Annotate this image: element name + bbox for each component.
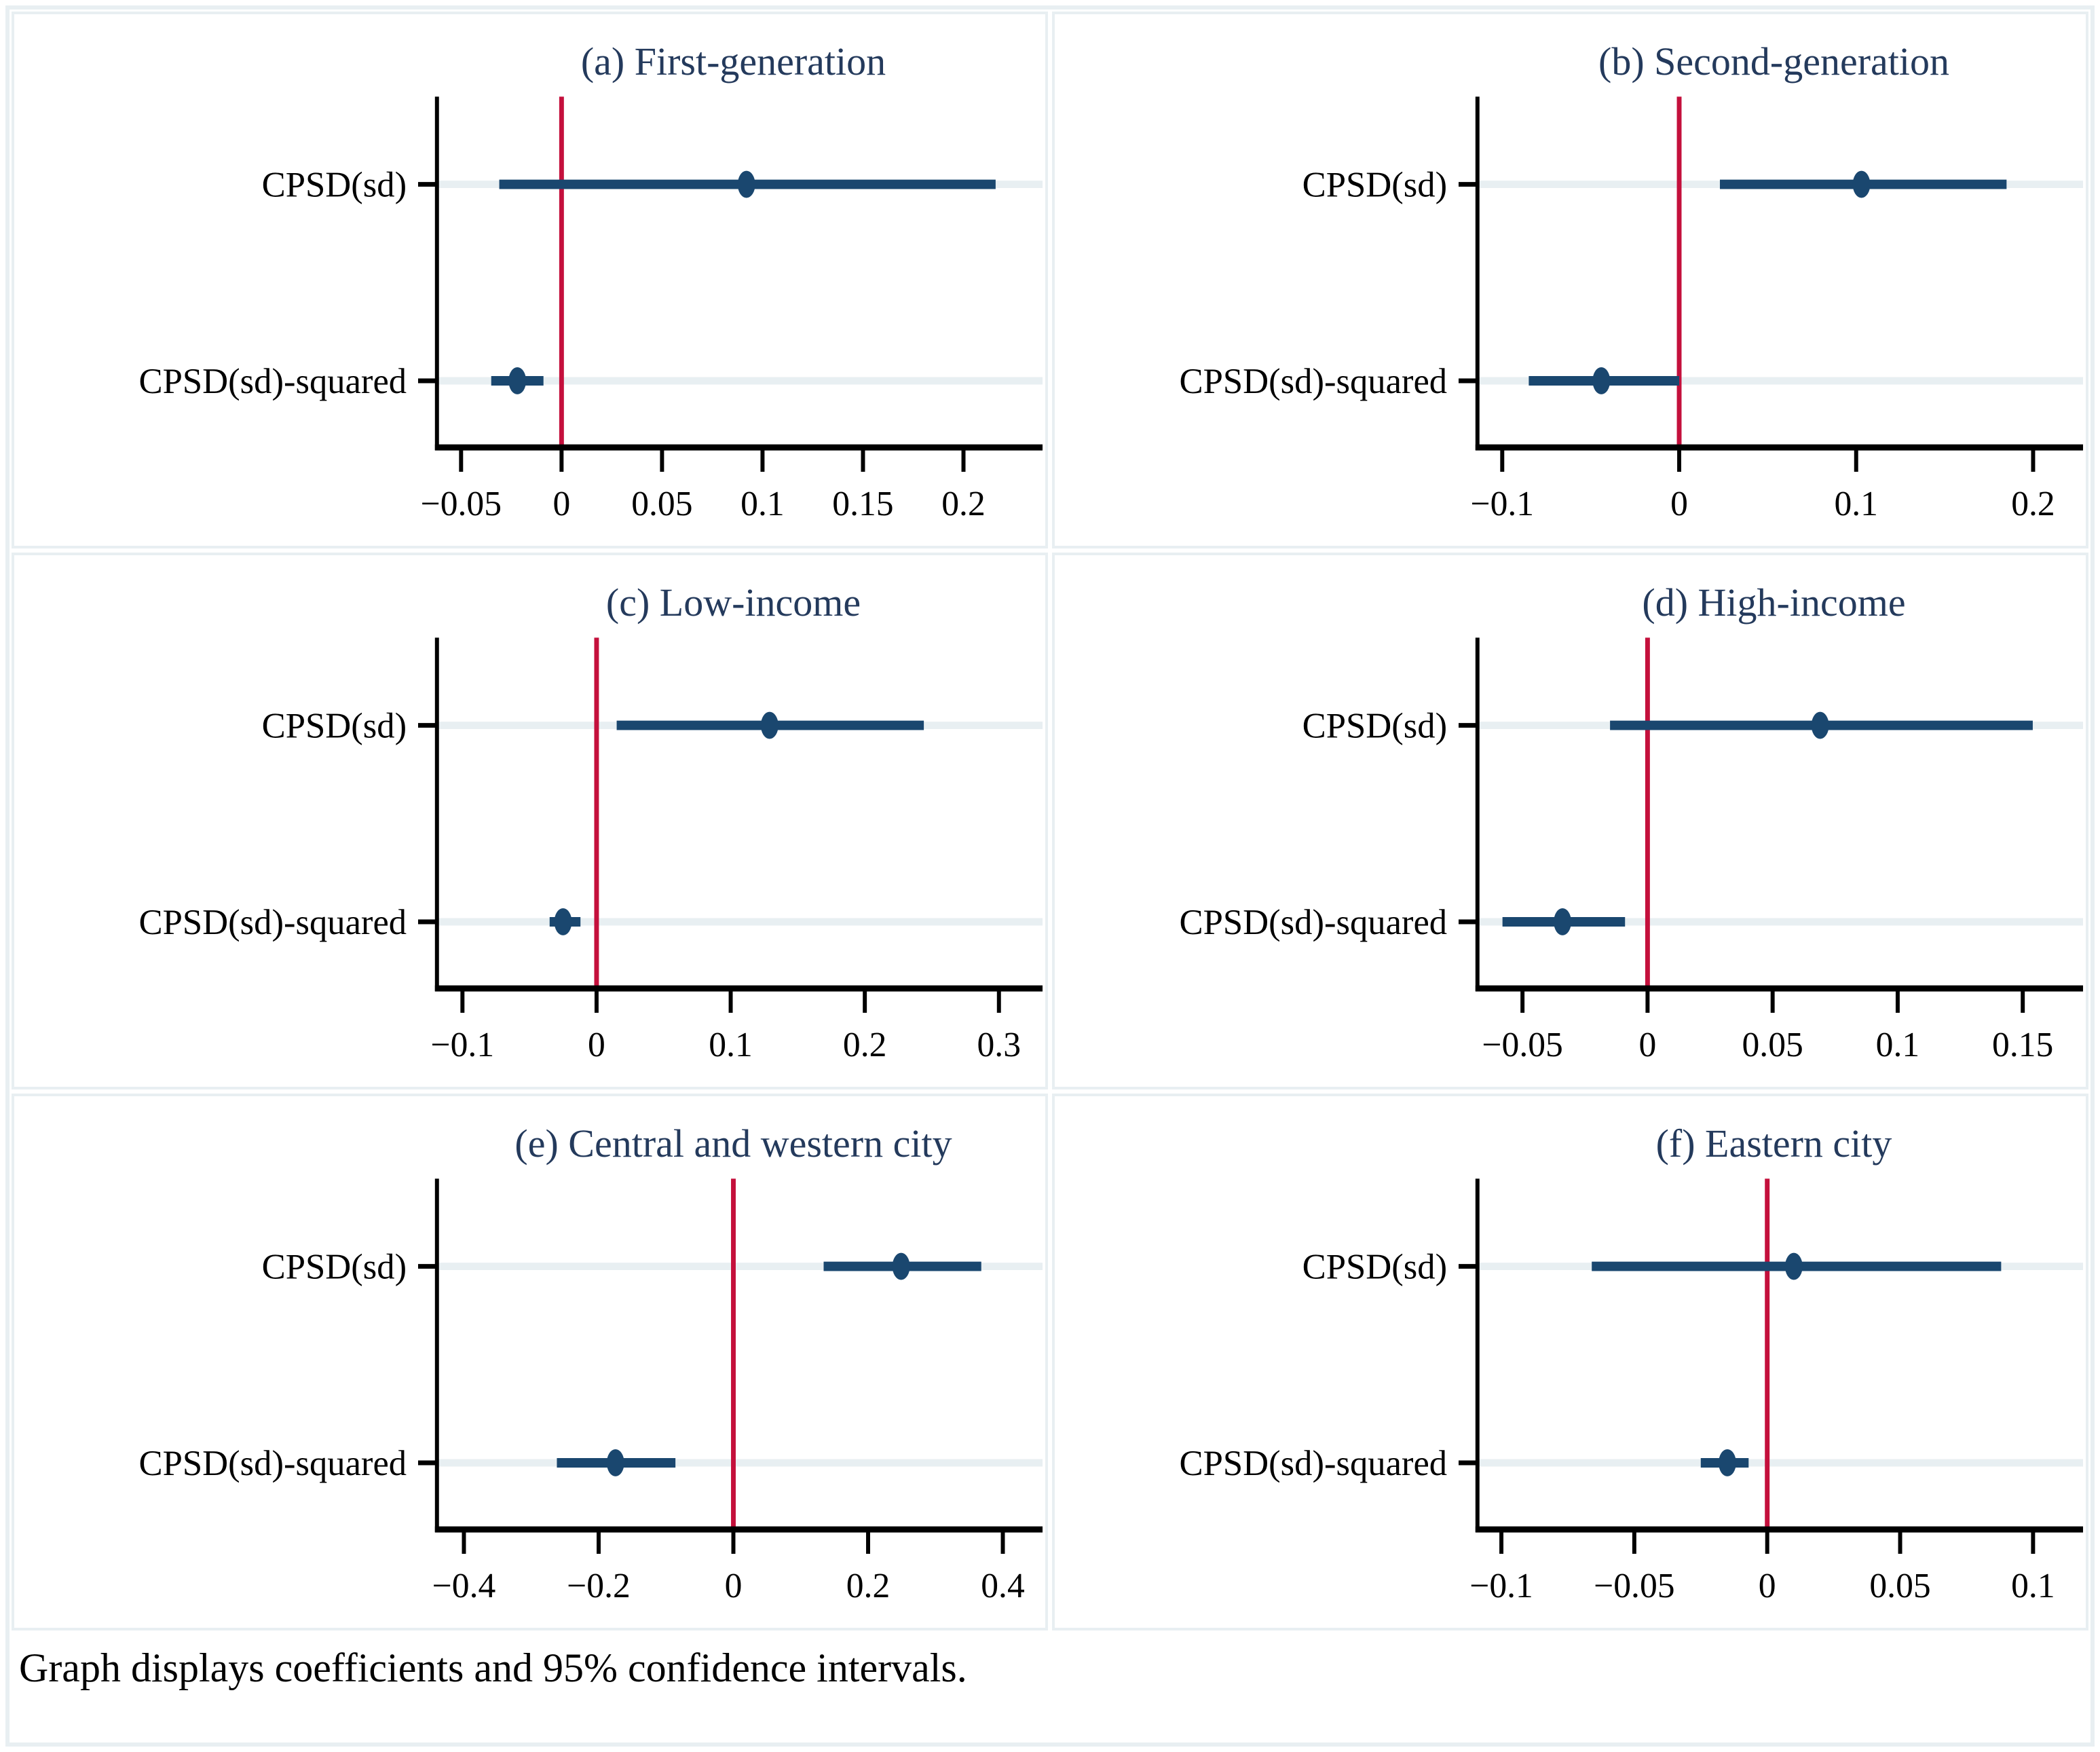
x-tick-label: −0.05 (421, 485, 502, 523)
panel-title: (c) Low-income (605, 580, 861, 625)
panel-title: (a) First-generation (580, 39, 886, 83)
point-estimate (1719, 1449, 1736, 1476)
x-tick-label: 0 (552, 485, 570, 523)
panel-plot: CPSD(sd) CPSD(sd)-squared −0.1 0 0.1 0.2 0.3 (139, 637, 1043, 1064)
panel-high-income: (d) High-income CPSD(sd) CPSD(sd)-squared… (1052, 553, 2088, 1089)
x-tick-label: −0.1 (431, 1026, 495, 1064)
x-tick-label: 0.05 (1742, 1026, 1803, 1064)
x-tick-label: −0.4 (432, 1567, 496, 1605)
point-estimate (737, 170, 755, 198)
panel-title: (d) High-income (1642, 580, 1906, 625)
x-tick-label: 0.1 (1876, 1026, 1920, 1064)
x-tick-label: 0.1 (709, 1026, 753, 1064)
panel-title: (e) Central and western city (514, 1121, 952, 1166)
row-label: CPSD(sd)-squared (139, 903, 407, 942)
point-estimate (508, 367, 527, 394)
panel-plot: CPSD(sd) CPSD(sd)-squared −0.05 0 0.05 0.1 0.1… (1180, 637, 2084, 1064)
x-tick-label: 0.15 (832, 485, 893, 523)
panel-low-income: (c) Low-income CPSD(sd) CPSD(sd)-squared −… (12, 553, 1048, 1089)
x-tick-label: −0.05 (1594, 1567, 1674, 1605)
x-tick-label: 0.2 (843, 1026, 887, 1064)
x-tick-label: 0.1 (2011, 1567, 2055, 1605)
x-tick-label: 0 (1759, 1567, 1776, 1605)
panel-plot: CPSD(sd) CPSD(sd)-squared −0.1 0 0.1 0.2 (1180, 96, 2084, 523)
row-label: CPSD(sd)-squared (139, 362, 407, 401)
row-label: CPSD(sd) (262, 1247, 407, 1286)
figure-frame: (a) First-generation CPSD(sd) CPSD(sd)-sq… (5, 5, 2095, 1747)
x-tick-label: 0 (1670, 485, 1688, 523)
panel-title: (b) Second-generation (1598, 39, 1949, 83)
x-tick-label: 0.05 (631, 485, 692, 523)
panel-first-generation: (a) First-generation CPSD(sd) CPSD(sd)-sq… (12, 12, 1048, 548)
row-label: CPSD(sd) (1302, 165, 1447, 204)
x-tick-label: 0.2 (941, 485, 986, 523)
x-tick-label: 0.4 (981, 1567, 1025, 1605)
point-estimate (1554, 908, 1571, 935)
point-estimate (1811, 711, 1829, 739)
panel-eastern-city: (f) Eastern city CPSD(sd) CPSD(sd)-square… (1052, 1094, 2088, 1630)
panel-plot: CPSD(sd) CPSD(sd)-squared −0.05 0 0.05 0.1 0.1… (139, 96, 1043, 523)
x-tick-label: 0.15 (1992, 1026, 2053, 1064)
x-tick-label: 0.2 (2011, 485, 2055, 523)
x-tick-label: −0.1 (1470, 485, 1534, 523)
panel-plot: CPSD(sd) CPSD(sd)-squared −0.4 −0.2 0 0.2 0.4 (139, 1178, 1043, 1605)
figure-note: Graph displays coefficients and 95% conf… (19, 1645, 967, 1690)
point-estimate (1592, 367, 1611, 394)
x-tick-label: −0.2 (567, 1567, 631, 1605)
row-label: CPSD(sd) (262, 706, 407, 745)
panel-plot: CPSD(sd) CPSD(sd)-squared −0.1 −0.05 0 0.05 0.… (1180, 1178, 2084, 1605)
row-label: CPSD(sd)-squared (139, 1444, 407, 1483)
point-estimate (1784, 1252, 1803, 1280)
point-estimate (606, 1449, 624, 1476)
row-label: CPSD(sd) (1302, 1247, 1447, 1286)
x-tick-label: 0 (725, 1567, 743, 1605)
panel-second-generation: (b) Second-generation CPSD(sd) CPSD(sd)-s… (1052, 12, 2088, 548)
x-tick-label: 0 (588, 1026, 605, 1064)
row-label: CPSD(sd) (1302, 706, 1447, 745)
x-tick-label: 0.3 (977, 1026, 1021, 1064)
point-estimate (760, 711, 779, 739)
x-tick-label: 0.1 (1834, 485, 1878, 523)
x-tick-label: 0 (1638, 1026, 1656, 1064)
row-label: CPSD(sd) (262, 165, 407, 204)
x-tick-label: 0.2 (846, 1567, 890, 1605)
point-estimate (1852, 170, 1871, 198)
x-tick-label: 0.1 (740, 485, 785, 523)
figure-caption: Graph displays coefficients and 95% conf… (10, 1633, 2090, 1742)
panel-title: (f) Eastern city (1655, 1121, 1892, 1166)
x-tick-label: −0.05 (1482, 1026, 1562, 1064)
panel-central-western-city: (e) Central and western city CPSD(sd) CPS… (12, 1094, 1048, 1630)
point-estimate (554, 908, 572, 935)
row-label: CPSD(sd)-squared (1180, 1444, 1448, 1483)
x-tick-label: −0.1 (1469, 1567, 1533, 1605)
x-tick-label: 0.05 (1869, 1567, 1930, 1605)
row-label: CPSD(sd)-squared (1180, 903, 1448, 942)
row-label: CPSD(sd)-squared (1180, 362, 1448, 401)
point-estimate (892, 1252, 910, 1280)
